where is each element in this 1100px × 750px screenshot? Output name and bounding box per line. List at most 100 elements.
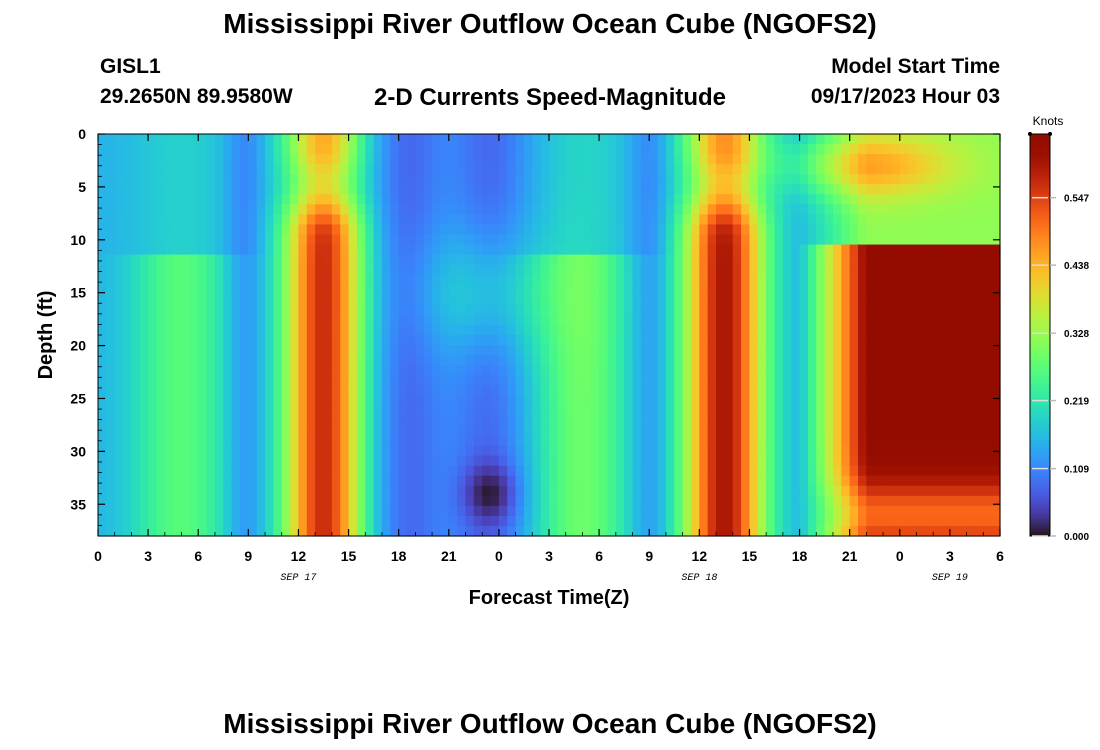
- heat-cell: [574, 345, 584, 356]
- heat-cell: [949, 204, 959, 215]
- heat-cell: [440, 154, 450, 165]
- heat-cell: [265, 294, 274, 306]
- heat-cell: [974, 345, 984, 356]
- heat-cell: [498, 174, 508, 185]
- heat-cell: [632, 214, 642, 226]
- heat-cell: [231, 254, 241, 266]
- heat-cell: [398, 194, 408, 205]
- heat-cell: [899, 435, 909, 447]
- heat-cell: [248, 345, 258, 356]
- heat-cell: [98, 194, 107, 205]
- heat-cell: [724, 495, 734, 507]
- heat-cell: [883, 294, 893, 306]
- heat-cell: [949, 335, 959, 346]
- heat-cell: [507, 204, 517, 215]
- heat-cell: [465, 284, 475, 296]
- heat-cell: [231, 335, 241, 346]
- heat-cell: [757, 184, 767, 195]
- heat-cell: [841, 375, 851, 386]
- heat-cell: [148, 345, 158, 356]
- heat-cell: [774, 194, 784, 205]
- heat-cell: [432, 244, 442, 256]
- heat-cell: [331, 335, 341, 346]
- heat-cell: [173, 465, 183, 477]
- heat-cell: [557, 415, 567, 427]
- heat-cell: [540, 224, 550, 236]
- heat-cell: [256, 395, 266, 406]
- heat-cell: [131, 204, 141, 215]
- heat-cell: [490, 425, 500, 437]
- heat-cell: [256, 465, 266, 477]
- heat-cell: [356, 495, 366, 507]
- heat-cell: [699, 335, 709, 346]
- heat-cell: [624, 214, 634, 226]
- heat-cell: [256, 184, 266, 195]
- heat-cell: [523, 194, 533, 205]
- colorbar-end-marker: [1028, 132, 1032, 136]
- heat-cell: [507, 304, 517, 316]
- heat-cell: [407, 164, 416, 175]
- heat-cell: [624, 415, 634, 427]
- colorbar-gradient: [1029, 133, 1051, 537]
- heat-cell: [139, 204, 149, 215]
- heat-cell: [949, 154, 959, 165]
- heat-cell: [599, 425, 609, 437]
- heat-cell: [440, 465, 450, 477]
- heat-cell: [390, 505, 400, 517]
- heat-cell: [807, 214, 817, 226]
- heat-cell: [615, 345, 625, 356]
- heat-cell: [557, 264, 567, 276]
- heat-cell: [239, 214, 249, 226]
- heat-cell: [699, 525, 709, 537]
- heat-cell: [908, 475, 918, 487]
- heat-cell: [448, 224, 458, 236]
- heat-cell: [991, 174, 1001, 185]
- heat-cell: [883, 254, 893, 266]
- heat-cell: [883, 385, 893, 396]
- heat-cell: [858, 465, 867, 477]
- colorbar-tick-label: 0.109: [1064, 465, 1089, 476]
- heat-cell: [498, 435, 508, 447]
- heat-cell: [498, 415, 508, 427]
- heat-cell: [774, 214, 784, 226]
- heat-cell: [440, 174, 450, 185]
- heat-cell: [607, 405, 617, 416]
- heat-cell: [148, 525, 158, 537]
- heat-cell: [908, 345, 918, 356]
- heat-cell: [799, 485, 809, 497]
- heat-cell: [674, 375, 684, 386]
- heat-cell: [824, 184, 834, 195]
- heat-cell: [239, 254, 249, 266]
- heat-cell: [423, 284, 433, 296]
- heat-cell: [490, 375, 500, 386]
- heat-cell: [724, 314, 734, 326]
- heat-cell: [265, 425, 274, 437]
- heat-cell: [114, 144, 124, 155]
- heat-cell: [774, 164, 784, 175]
- heat-cell: [958, 154, 968, 165]
- heat-cell: [549, 194, 558, 205]
- heat-cell: [139, 304, 149, 316]
- heat-cell: [231, 485, 241, 497]
- heat-cell: [123, 234, 133, 246]
- heat-cell: [624, 505, 634, 517]
- heat-cell: [933, 324, 943, 336]
- heat-cell: [331, 174, 341, 185]
- heat-cell: [657, 294, 667, 306]
- heat-cell: [899, 324, 909, 336]
- heat-cell: [148, 284, 158, 296]
- heat-cell: [582, 345, 592, 356]
- heat-cell: [690, 134, 700, 145]
- heat-cell: [933, 154, 943, 165]
- heat-cell: [306, 355, 316, 366]
- heat-cell: [799, 435, 809, 447]
- heat-cell: [457, 525, 467, 537]
- heat-cell: [381, 184, 391, 195]
- heat-cell: [106, 194, 116, 205]
- heat-cell: [223, 365, 233, 376]
- heat-cell: [206, 425, 216, 437]
- heat-cell: [707, 355, 717, 366]
- heat-cell: [749, 335, 759, 346]
- heat-cell: [106, 294, 116, 306]
- heat-cell: [974, 234, 984, 246]
